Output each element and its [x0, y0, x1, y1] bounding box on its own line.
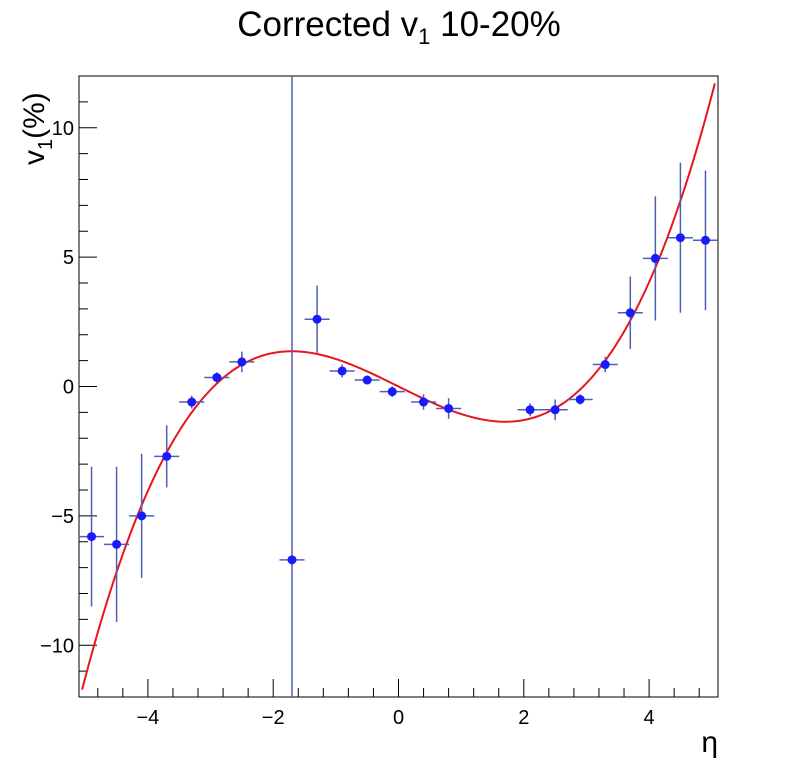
x-tick-label: 2: [518, 707, 529, 729]
y-axis-label-main: v: [18, 150, 51, 165]
data-point: [575, 394, 585, 404]
y-tick-label: −5: [51, 506, 74, 528]
y-axis-label-sub: 1: [35, 139, 57, 150]
data-point-group: [379, 386, 405, 397]
data-point: [419, 397, 429, 407]
chart-title-rest: 10-20%: [430, 5, 560, 44]
y-tick-label: −10: [40, 635, 74, 657]
data-point-group: [411, 394, 437, 410]
data-point-group: [354, 375, 380, 385]
data-point: [87, 532, 97, 542]
data-point: [237, 357, 247, 367]
data-point: [187, 397, 197, 407]
data-point: [287, 555, 297, 565]
data-point: [650, 253, 660, 263]
data-point: [600, 360, 610, 370]
data-point-group: [279, 76, 305, 697]
data-point-group: [592, 356, 618, 373]
data-point-group: [79, 466, 105, 607]
x-axis-label: η: [701, 726, 718, 759]
y-axis-label: v1(%): [18, 92, 57, 165]
data-point-group: [129, 453, 155, 578]
axis-ticks: [79, 75, 700, 698]
data-point: [525, 405, 535, 415]
data-point: [212, 372, 222, 382]
data-point: [675, 233, 685, 243]
data-point-group: [154, 425, 180, 488]
y-tick-label: 10: [52, 118, 74, 140]
x-tick-label: −2: [262, 707, 285, 729]
chart-title-main: Corrected v: [237, 5, 418, 44]
data-point: [312, 314, 322, 324]
x-tick-label: 0: [393, 707, 404, 729]
data-point: [700, 235, 710, 245]
data-point: [337, 366, 347, 376]
fit-curve: [81, 83, 716, 690]
data-point: [625, 308, 635, 318]
plot-area: [79, 76, 718, 697]
data-point: [550, 405, 560, 415]
data-point: [112, 539, 122, 549]
data-point: [444, 403, 454, 413]
x-tick-label: −4: [137, 707, 160, 729]
chart-title: Corrected v1 10-20%: [237, 5, 561, 49]
chart-title-sub: 1: [418, 24, 430, 49]
data-point-group: [692, 170, 718, 311]
data-point-group: [204, 372, 230, 383]
data-point-group: [517, 403, 543, 417]
data-point-group: [642, 196, 668, 321]
data-point-group: [179, 395, 205, 409]
data-point: [137, 511, 147, 521]
data-point-group: [329, 364, 355, 378]
data-point-group: [304, 285, 330, 353]
data-point-group: [567, 394, 593, 405]
data-point-group: [229, 351, 255, 373]
data-point: [362, 375, 372, 385]
x-tick-label: 4: [644, 707, 655, 729]
data-point-group: [104, 466, 130, 622]
data-point-group: [667, 162, 693, 313]
data-point: [387, 387, 397, 397]
data-point-group: [617, 276, 643, 349]
data-point-group: [542, 399, 568, 421]
y-tick-label: 0: [63, 377, 74, 399]
y-axis-label-rest: (%): [18, 92, 51, 139]
y-tick-label: 5: [63, 247, 74, 269]
axis-tick-labels: −4 −2 0 2 4 −10 −5 0 5 10: [40, 118, 655, 729]
data-point: [162, 451, 172, 461]
data-point-group: [436, 398, 462, 419]
